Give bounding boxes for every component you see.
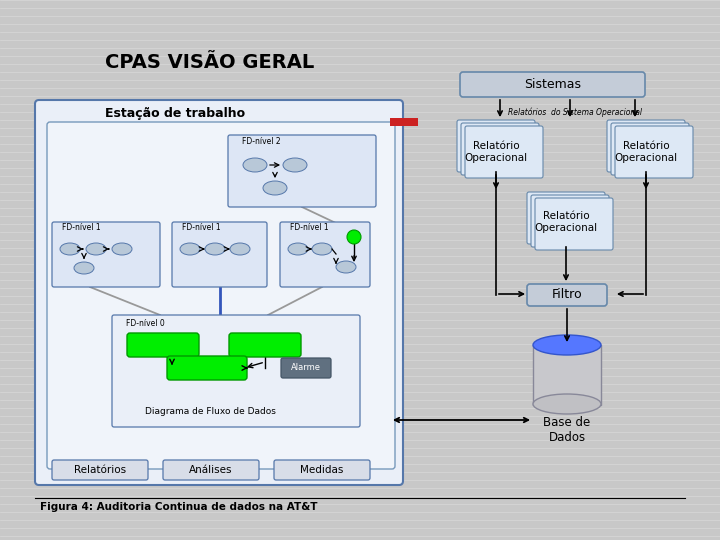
Bar [533, 345, 601, 405]
FancyBboxPatch shape [465, 126, 543, 178]
Ellipse shape [230, 243, 250, 255]
Text: Figura 4: Auditoria Continua de dados na AT&T: Figura 4: Auditoria Continua de dados na… [40, 502, 318, 512]
FancyBboxPatch shape [127, 333, 199, 357]
Text: Relatório
Operacional: Relatório Operacional [464, 141, 528, 163]
Ellipse shape [112, 243, 132, 255]
FancyBboxPatch shape [457, 120, 535, 172]
FancyBboxPatch shape [531, 195, 609, 247]
FancyBboxPatch shape [52, 460, 148, 480]
FancyBboxPatch shape [228, 135, 376, 207]
Text: Relatórios  do Sistema Operacional: Relatórios do Sistema Operacional [508, 107, 642, 117]
FancyBboxPatch shape [47, 122, 395, 469]
FancyBboxPatch shape [229, 333, 301, 357]
Text: FD-nível 2: FD-nível 2 [242, 138, 281, 146]
Bar [390, 118, 418, 126]
FancyBboxPatch shape [280, 222, 370, 287]
Ellipse shape [347, 230, 361, 244]
Text: Medidas: Medidas [300, 465, 343, 475]
Ellipse shape [180, 243, 200, 255]
FancyBboxPatch shape [172, 222, 267, 287]
Text: FD-nível 0: FD-nível 0 [126, 319, 165, 327]
FancyBboxPatch shape [460, 72, 645, 97]
Text: FD-nível 1: FD-nível 1 [290, 224, 328, 233]
FancyBboxPatch shape [163, 460, 259, 480]
FancyBboxPatch shape [52, 222, 160, 287]
Text: Relatórios: Relatórios [74, 465, 126, 475]
Text: CPAS VISÃO GERAL: CPAS VISÃO GERAL [105, 52, 315, 71]
Ellipse shape [288, 243, 308, 255]
Text: Filtro: Filtro [552, 288, 582, 301]
Ellipse shape [283, 158, 307, 172]
Text: Estação de trabalho: Estação de trabalho [105, 107, 245, 120]
FancyBboxPatch shape [527, 284, 607, 306]
Ellipse shape [336, 261, 356, 273]
Ellipse shape [263, 181, 287, 195]
FancyBboxPatch shape [611, 123, 689, 175]
Text: FD-nível 1: FD-nível 1 [62, 224, 101, 233]
Ellipse shape [533, 335, 601, 355]
Ellipse shape [312, 243, 332, 255]
Text: Sistemas: Sistemas [524, 78, 582, 91]
FancyBboxPatch shape [112, 315, 360, 427]
Ellipse shape [205, 243, 225, 255]
FancyBboxPatch shape [615, 126, 693, 178]
Ellipse shape [60, 243, 80, 255]
Text: FD-nível 1: FD-nível 1 [182, 224, 220, 233]
FancyBboxPatch shape [527, 192, 605, 244]
Text: Diagrama de Fluxo de Dados: Diagrama de Fluxo de Dados [145, 408, 276, 416]
FancyBboxPatch shape [461, 123, 539, 175]
FancyBboxPatch shape [274, 460, 370, 480]
FancyBboxPatch shape [607, 120, 685, 172]
Ellipse shape [533, 394, 601, 414]
Text: Análises: Análises [189, 465, 233, 475]
FancyBboxPatch shape [35, 100, 403, 485]
Text: Relatório
Operacional: Relatório Operacional [534, 211, 598, 233]
FancyBboxPatch shape [281, 358, 331, 378]
Text: Alarme: Alarme [291, 363, 321, 373]
FancyBboxPatch shape [535, 198, 613, 250]
Ellipse shape [74, 262, 94, 274]
Ellipse shape [243, 158, 267, 172]
Text: Base de
Dados: Base de Dados [544, 416, 590, 444]
Text: Relatório
Operacional: Relatório Operacional [614, 141, 678, 163]
Ellipse shape [86, 243, 106, 255]
FancyBboxPatch shape [167, 356, 247, 380]
